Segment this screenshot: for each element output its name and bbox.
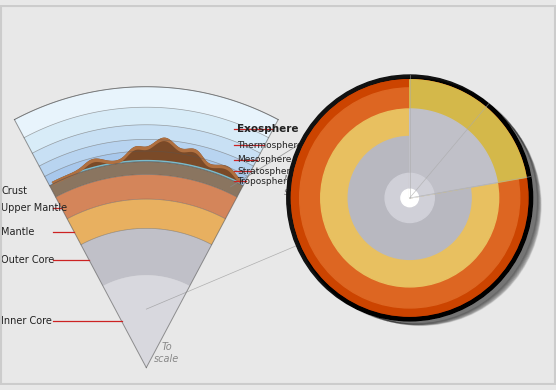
Polygon shape — [81, 229, 212, 286]
Text: Mantle: Mantle — [1, 227, 34, 237]
Polygon shape — [52, 138, 242, 183]
Circle shape — [385, 173, 434, 223]
Circle shape — [321, 109, 499, 287]
Circle shape — [348, 136, 471, 259]
Polygon shape — [56, 174, 237, 219]
Text: Inner Core: Inner Core — [1, 316, 52, 326]
Text: Upper Mantle: Upper Mantle — [1, 203, 67, 213]
Polygon shape — [410, 80, 526, 198]
Circle shape — [401, 189, 419, 207]
Text: Troposphere: Troposphere — [237, 177, 292, 186]
Polygon shape — [52, 138, 242, 185]
Text: Mesosphere: Mesosphere — [237, 155, 291, 164]
Circle shape — [291, 80, 528, 316]
Circle shape — [385, 173, 434, 223]
Text: Outer Core: Outer Core — [1, 255, 54, 265]
Circle shape — [291, 80, 528, 316]
Circle shape — [348, 136, 471, 259]
Circle shape — [401, 189, 419, 207]
Polygon shape — [44, 151, 248, 186]
Polygon shape — [32, 125, 260, 166]
Circle shape — [300, 88, 520, 308]
Circle shape — [300, 88, 520, 308]
Polygon shape — [103, 275, 190, 368]
Text: Thermosphere: Thermosphere — [237, 141, 302, 150]
Text: Not to
scale: Not to scale — [284, 176, 314, 197]
Polygon shape — [24, 107, 269, 153]
Text: Stratosphere: Stratosphere — [237, 167, 296, 176]
Text: To
scale: To scale — [154, 342, 180, 364]
Polygon shape — [410, 109, 497, 198]
Text: Crust: Crust — [1, 186, 27, 197]
Circle shape — [287, 75, 533, 321]
Circle shape — [321, 109, 499, 287]
Polygon shape — [14, 87, 278, 138]
Polygon shape — [39, 139, 254, 176]
Polygon shape — [67, 199, 225, 245]
Polygon shape — [410, 173, 434, 198]
Polygon shape — [52, 159, 241, 184]
Text: Exosphere: Exosphere — [237, 124, 299, 134]
Polygon shape — [49, 161, 243, 197]
Polygon shape — [410, 189, 418, 198]
